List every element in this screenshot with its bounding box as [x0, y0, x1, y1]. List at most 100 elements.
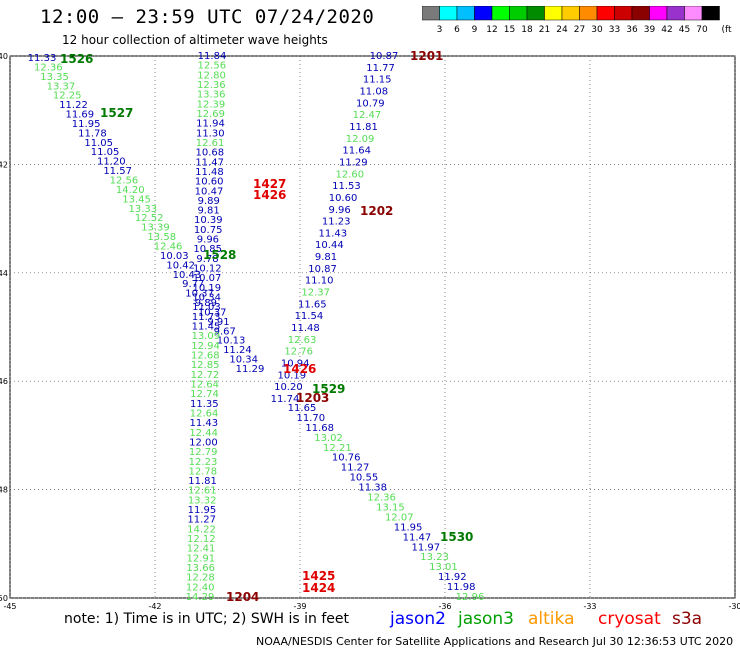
swh-value-track-d: 11.68 [305, 423, 334, 434]
swh-value-track-a: 12.52 [135, 213, 164, 224]
swh-value-track-c: 9.81 [315, 252, 337, 263]
pass-label-t1203: 1203 [296, 391, 329, 405]
swh-value-track-a: 13.58 [147, 232, 176, 243]
colorbar-tick-label: 9 [472, 25, 478, 35]
swh-value-track-b: 11.27 [187, 515, 216, 526]
swh-value-track-a: 11.20 [97, 157, 126, 168]
swh-value-track-d: 12.36 [367, 493, 396, 504]
swh-value-track-c: 11.15 [363, 75, 392, 86]
swh-value-track-c: 11.54 [295, 311, 324, 322]
credit-text: NOAA/NESDIS Center for Satellite Applica… [256, 635, 734, 648]
lon-label: -30 [728, 602, 740, 610]
colorbar-tick-label: 3 [437, 25, 443, 35]
swh-value-track-a: 9.77 [182, 279, 204, 290]
swh-value-track-c: 11.53 [332, 181, 361, 192]
swh-value-track-b: 12.41 [187, 544, 216, 555]
swh-value-track-b: 10.19 [193, 283, 222, 294]
swh-value-track-d: 12.21 [323, 443, 352, 454]
swh-value-track-c: 11.77 [366, 63, 395, 74]
swh-value-track-a: 11.24 [223, 345, 252, 356]
swh-value-track-b: 11.43 [190, 418, 219, 429]
swh-value-track-d: 11.38 [358, 483, 387, 494]
colorbar-tick-label: 70 [696, 25, 708, 35]
swh-value-track-b: 12.64 [190, 379, 219, 390]
swh-value-track-b: 12.28 [186, 573, 215, 584]
swh-value-track-b: 11.45 [192, 322, 221, 333]
swh-value-track-c: 10.94 [281, 359, 310, 370]
swh-value-track-b: 12.39 [197, 99, 226, 110]
swh-value-track-b: 12.80 [197, 70, 226, 81]
swh-value-track-b: 12.94 [191, 341, 220, 352]
swh-value-track-b: 11.30 [196, 128, 225, 139]
colorbar-tick-label: 18 [521, 25, 533, 35]
swh-value-track-a: 12.56 [110, 176, 139, 187]
swh-value-track-a: 12.46 [154, 241, 183, 252]
swh-value-track-b: 10.39 [194, 215, 223, 226]
swh-value-track-b: 11.48 [195, 167, 224, 178]
colorbar-unit: (ft) [722, 25, 733, 35]
colorbar-swatch [701, 6, 720, 21]
colorbar-tick-label: 15 [504, 25, 515, 35]
swh-value-track-b: 12.00 [189, 437, 218, 448]
swh-value-track-c: 12.76 [284, 347, 313, 358]
colorbar-tick-label: 36 [626, 25, 638, 35]
lat-label: -42 [0, 160, 8, 169]
pass-label-t1527: 1527 [100, 106, 133, 120]
swh-value-track-a: 13.37 [47, 81, 76, 92]
swh-value-track-b: 12.64 [190, 408, 219, 419]
swh-value-track-c: 11.48 [291, 323, 320, 334]
colorbar-tick-label: 33 [609, 25, 620, 35]
swh-value-track-b: 9.78 [196, 254, 218, 265]
pass-label-t1204: 1204 [226, 590, 259, 604]
swh-value-track-a: 10.37 [185, 289, 214, 300]
swh-value-track-d: 12.96 [456, 592, 485, 603]
swh-value-track-a: 14.20 [116, 185, 145, 196]
swh-value-track-b: 12.91 [187, 553, 216, 564]
pass-label-t1530: 1530 [440, 530, 473, 544]
swh-value-track-a: 11.78 [78, 128, 107, 139]
wave-height-map: -40 -42 -44 -46 -48 -50-45 -42 -39 -36 -33 -30 11.3… [0, 49, 740, 610]
swh-value-track-b: 10.47 [195, 186, 224, 197]
swh-value-track-b: 10.75 [194, 225, 223, 236]
swh-value-track-b: 11.95 [188, 505, 217, 516]
swh-value-track-c: 10.79 [356, 98, 385, 109]
legend-item-jason3: jason3 [458, 609, 514, 629]
swh-value-track-c: 10.20 [274, 382, 303, 393]
swh-value-track-b: 10.85 [193, 244, 222, 255]
colorbar-tick-label: 24 [556, 25, 568, 35]
pass-label-t1425: 1425 [302, 569, 335, 583]
swh-value-track-a: 12.36 [34, 62, 63, 73]
legend-item-altika: altika [528, 609, 575, 629]
swh-value-track-a: 11.33 [28, 53, 57, 64]
lat-label: -48 [0, 486, 8, 495]
swh-value-track-b: 11.73 [192, 312, 221, 323]
swh-value-track-c: 11.08 [359, 86, 388, 97]
swh-value-track-b: 13.36 [197, 90, 226, 101]
swh-value-track-a: 9.67 [214, 326, 236, 337]
swh-value-track-b: 13.32 [188, 495, 217, 506]
swh-value-track-b: 11.03 [192, 302, 221, 313]
page-subtitle: 12 hour collection of altimeter wave hei… [62, 33, 328, 47]
lon-label: -36 [438, 602, 451, 610]
swh-value-track-c: 12.60 [336, 169, 365, 180]
swh-value-track-a: 11.57 [103, 166, 132, 177]
pass-label-t1202: 1202 [360, 204, 393, 218]
swh-value-track-d: 13.15 [376, 502, 405, 513]
swh-value-track-b: 14.29 [186, 592, 215, 603]
swh-value-track-b: 10.60 [195, 177, 224, 188]
lon-label: -45 [3, 602, 16, 610]
swh-value-track-b: 12.40 [186, 582, 215, 593]
swh-value-track-a: 11.05 [91, 147, 120, 158]
swh-value-track-c: 10.87 [308, 264, 337, 275]
swh-value-track-d: 11.65 [288, 403, 317, 414]
swh-value-track-b: 12.72 [191, 370, 220, 381]
swh-value-track-d: 11.98 [447, 582, 476, 593]
pass-label-t1426b: 1426 [283, 362, 316, 376]
lat-label: -50 [0, 594, 8, 603]
swh-value-track-b: 13.66 [186, 563, 215, 574]
swh-value-track-a: 10.43 [173, 270, 202, 281]
swh-value-track-c: 10.19 [278, 370, 307, 381]
swh-value-track-a: 10.03 [160, 251, 189, 262]
swh-value-track-b: 10.12 [193, 264, 222, 275]
legend-item-s3a: s3a [672, 609, 703, 629]
